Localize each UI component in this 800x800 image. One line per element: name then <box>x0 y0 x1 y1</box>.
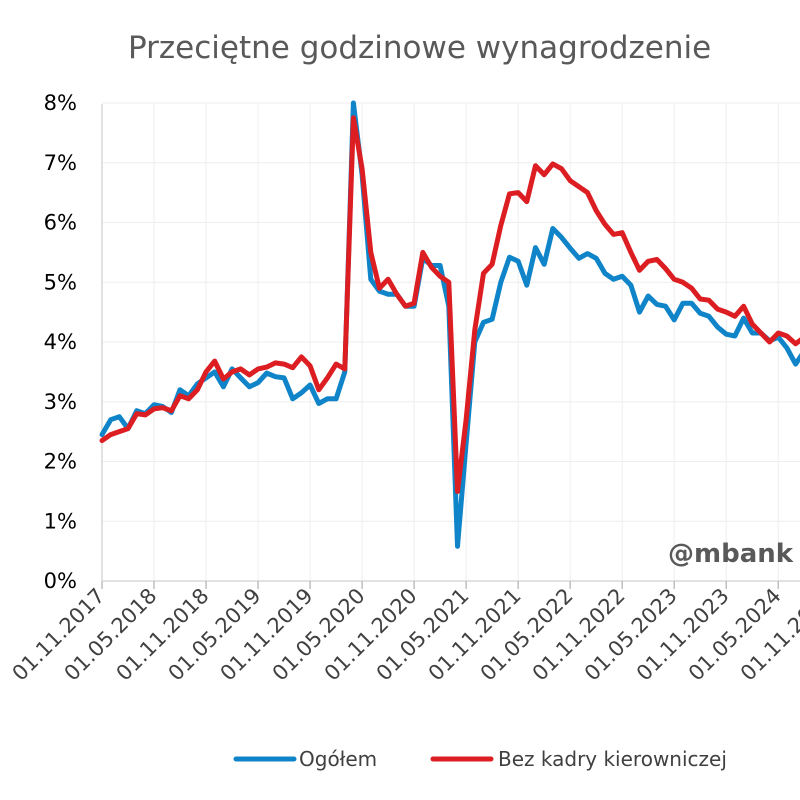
y-tick-label: 6% <box>44 211 77 235</box>
legend-label-bez-kadry: Bez kadry kierowniczej <box>498 747 727 771</box>
series-line-bez-kadry-kierowniczej <box>99 115 800 494</box>
series-lines <box>99 100 800 549</box>
y-tick-label: 4% <box>44 330 77 354</box>
chart-title: Przeciętne godzinowe wynagrodzenie <box>128 30 711 66</box>
legend-label-ogolem: Ogółem <box>299 747 377 771</box>
y-tick-label: 7% <box>44 151 77 175</box>
x-axis: 01.11.201701.05.201801.11.201801.05.2019… <box>8 104 800 686</box>
y-tick-label: 2% <box>44 450 77 474</box>
watermark: @mbank <box>668 539 794 569</box>
y-axis-ticks: 0% 1% 2% 3% 4% 5% 6% 7% 8% <box>44 91 77 593</box>
y-tick-label: 1% <box>44 509 77 533</box>
y-tick-label: 3% <box>44 390 77 414</box>
y-tick-label: 0% <box>44 569 77 593</box>
legend: Ogółem Bez kadry kierowniczej <box>233 747 727 771</box>
y-tick-label: 8% <box>44 91 77 115</box>
y-tick-label: 5% <box>44 270 77 294</box>
gridlines <box>101 102 800 581</box>
